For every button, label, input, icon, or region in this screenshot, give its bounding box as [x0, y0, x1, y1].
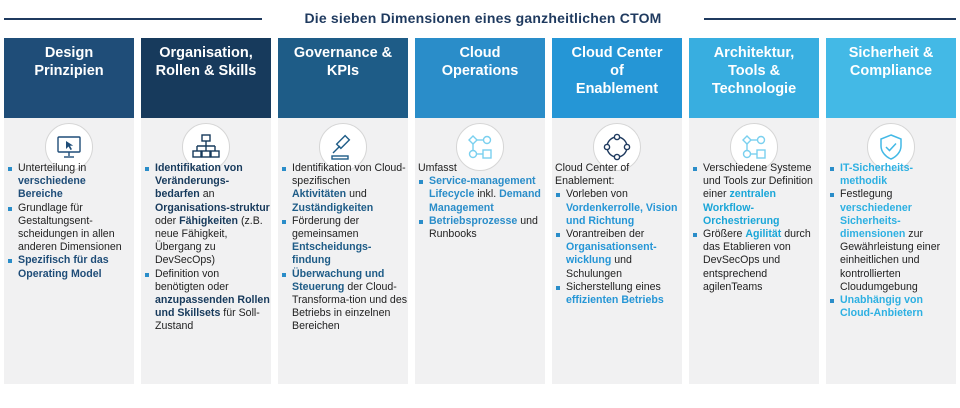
list-item: Vorleben von Vordenkerrolle, Vision und … — [555, 188, 681, 228]
list-item: Identifikation von Veränderungs-bedarfen… — [144, 162, 270, 268]
list-item: Unterteilung in verschiedene Bereiche — [7, 162, 133, 202]
highlight-text: Identifikation von Veränderungs-bedarfen — [155, 162, 243, 201]
dimension-body: Cloud Center of Enablement: Vorleben von … — [555, 162, 681, 307]
gavel-icon — [319, 123, 367, 171]
list-item: Spezifisch für das Operating Model — [7, 254, 133, 280]
dimension-body: Identifikation von Veränderungs-bedarfen… — [144, 162, 270, 334]
list-item: Größere Agilität durch das Etablieren vo… — [692, 228, 818, 294]
list-item: Grundlage für Gestaltungsent-scheidungen… — [7, 202, 133, 255]
list-item: Service-management Lifecycle inkl. Deman… — [418, 175, 544, 215]
list-item: Identifikation von Cloud-spezifischen Ak… — [281, 162, 407, 215]
list-item: Definition von benötigten oder anzupasse… — [144, 268, 270, 334]
org-chart-icon — [182, 123, 230, 171]
list-item: Sicherstellung eines effizienten Betrieb… — [555, 281, 681, 307]
dimension-column: Governance & KPIs Identifikation von Cloud… — [278, 38, 408, 384]
highlight-text: Entscheidungs-findung — [292, 241, 372, 267]
title-rule-left — [4, 18, 262, 20]
list-item: Verschiedene Systeme und Tools zur Defin… — [692, 162, 818, 228]
monitor-cursor-icon — [45, 123, 93, 171]
highlight-text: Überwachung und Steuerung — [292, 267, 385, 293]
highlight-text: Organisationsent-wicklung — [566, 241, 657, 267]
intro-text: Umfasst — [418, 162, 457, 174]
title-bar: Die sieben Dimensionen eines ganzheitlic… — [4, 4, 956, 30]
dimension-header: Cloud Center of Enablement — [552, 38, 682, 128]
highlight-text: Demand Management — [429, 188, 541, 214]
highlight-text: Zuständigkeiten — [292, 201, 374, 214]
highlight-text: Fähigkeiten — [179, 214, 239, 227]
cycle-nodes-icon — [593, 123, 641, 171]
list-item: Vorantreiben der Organisationsent-wicklu… — [555, 228, 681, 281]
dimension-column: Design Prinzipien Unterteilung in verschie… — [4, 38, 134, 384]
highlight-text: Service-management Lifecycle — [429, 175, 536, 201]
dimension-column: Cloud Center of Enablement Cloud Center of … — [552, 38, 682, 384]
highlight-text: Spezifisch für das Operating Model — [18, 254, 109, 280]
list-item: Förderung der gemeinsamen Entscheidungs-… — [281, 215, 407, 268]
workflow-icon — [730, 123, 778, 171]
dimension-header: Sicherheit & Compliance — [826, 38, 956, 128]
highlight-text: zentralen Workflow-Orchestrierung — [703, 188, 780, 227]
highlight-text: verschiedene Bereiche — [18, 175, 86, 201]
intro-text: Cloud Center of Enablement: — [555, 162, 630, 188]
highlight-text: verschiedener Sicherheits-dimensionen — [840, 201, 912, 241]
highlight-text: Unabhängig von Cloud-Anbietern — [840, 294, 923, 320]
dimension-header: Design Prinzipien — [4, 38, 134, 128]
dimension-header: Organisation, Rollen & Skills — [141, 38, 271, 128]
list-item: Betriebsprozesse und Runbooks — [418, 215, 544, 241]
dimension-body: Identifikation von Cloud-spezifischen Ak… — [281, 162, 407, 334]
dimension-body: Unterteilung in verschiedene Bereiche Gru… — [7, 162, 133, 281]
highlight-text: Organisations-struktur — [155, 201, 270, 214]
diagram-title: Die sieben Dimensionen eines ganzheitlic… — [304, 10, 662, 26]
highlight-text: Vordenkerrolle, Vision und Richtung — [566, 201, 678, 227]
dimension-header: Architektur, Tools & Technologie — [689, 38, 819, 128]
highlight-text: anzupassenden Rollen und Skillsets — [155, 294, 270, 320]
highlight-text: IT-Sicherheits-methodik — [840, 162, 913, 188]
dimension-column: Sicherheit & Compliance IT-Sicherheits-met… — [826, 38, 956, 384]
list-item: Überwachung und Steuerung der Cloud-Tran… — [281, 268, 407, 334]
highlight-text: effizienten Betriebs — [566, 294, 664, 307]
list-item: Festlegung verschiedener Sicherheits-dim… — [829, 188, 955, 294]
list-item: IT-Sicherheits-methodik — [829, 162, 955, 188]
dimension-column: Architektur, Tools & Technologie Verschiede… — [689, 38, 819, 384]
dimension-body: Verschiedene Systeme und Tools zur Defin… — [692, 162, 818, 294]
highlight-text: Aktivitäten — [292, 188, 347, 201]
dimension-column: Organisation, Rollen & Skills Identifikati… — [141, 38, 271, 384]
dimension-column: Cloud Operations Umfasst Service-management… — [415, 38, 545, 384]
workflow-icon — [456, 123, 504, 171]
dimension-header: Governance & KPIs — [278, 38, 408, 128]
highlight-text: Betriebsprozesse — [429, 214, 518, 227]
dimension-body: Umfasst Service-management Lifecycle inkl… — [418, 162, 544, 241]
dimension-body: IT-Sicherheits-methodik Festlegung versch… — [829, 162, 955, 320]
highlight-text: Agilität — [745, 228, 782, 241]
shield-check-icon — [867, 123, 915, 171]
dimension-header: Cloud Operations — [415, 38, 545, 128]
title-rule-right — [704, 18, 956, 20]
list-item: Unabhängig von Cloud-Anbietern — [829, 294, 955, 320]
